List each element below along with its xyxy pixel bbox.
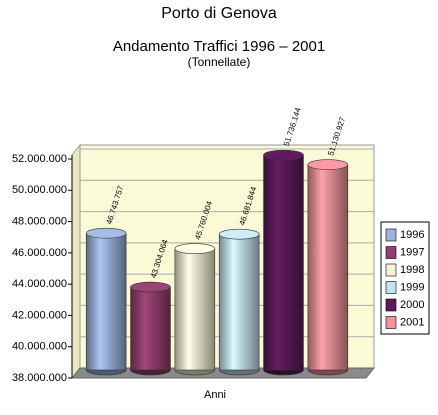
y-tick-label: 40.000.000 <box>12 341 67 353</box>
y-tick-label: 44.000.000 <box>12 278 67 290</box>
legend-swatch <box>385 298 397 312</box>
bar-cap <box>263 149 304 161</box>
bar <box>218 233 260 371</box>
legend-swatch <box>385 263 397 277</box>
legend-swatch <box>385 228 397 242</box>
bar-cap <box>174 243 216 254</box>
bar <box>130 286 171 371</box>
bar-cap <box>307 159 349 170</box>
bar-cap <box>218 228 260 240</box>
bar <box>85 232 127 371</box>
chart-title: Porto di Genova <box>161 5 277 22</box>
bar <box>307 164 349 371</box>
legend-label: 2001 <box>400 316 424 328</box>
legend-label: 2000 <box>400 299 424 311</box>
y-tick-label: 42.000.000 <box>12 309 67 321</box>
legend-label: 1997 <box>400 246 424 258</box>
legend-label: 1996 <box>400 229 424 241</box>
bar-cap <box>130 281 171 293</box>
y-tick-label: 52.000.000 <box>12 153 67 165</box>
legend-swatch <box>385 281 397 294</box>
legend-swatch <box>385 316 397 329</box>
x-axis-label: Anni <box>204 389 226 401</box>
y-tick-label: 46.000.000 <box>12 247 67 259</box>
bar-cap <box>85 227 127 239</box>
value-label: 51.736.144 <box>282 106 303 147</box>
legend-label: 1999 <box>400 281 424 293</box>
side-wall <box>71 143 81 380</box>
y-tick-label: 38.000.000 <box>12 372 67 384</box>
bar <box>174 248 216 371</box>
y-tick-label: 48.000.000 <box>12 215 67 227</box>
legend-label: 1998 <box>400 264 424 276</box>
legend-swatch <box>385 246 397 259</box>
unit-label: (Tonnellate) <box>188 55 251 69</box>
chart-subtitle: Andamento Traffici 1996 – 2001 <box>113 38 325 55</box>
y-tick-label: 50.000.000 <box>12 184 67 196</box>
bar <box>263 154 304 371</box>
